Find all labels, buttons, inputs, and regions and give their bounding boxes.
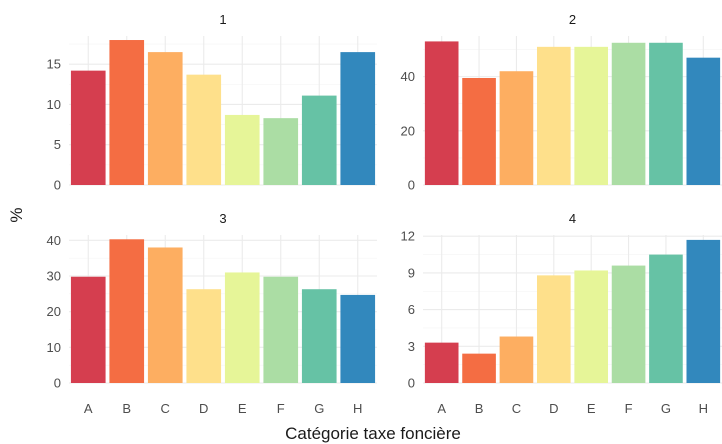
x-tick-label: H [699,401,708,416]
x-tick-label: E [587,401,596,416]
x-tick-label: B [475,401,484,416]
bar-4-D [536,275,571,383]
panel-1: 0 5 10 15 1 [47,12,377,193]
bar-1-H [340,52,376,185]
bar-1-E [224,114,260,185]
x-axis-title: Catégorie taxe foncière [285,424,461,443]
y-tick-label: 20 [401,123,415,138]
x-tick-label: F [625,401,633,416]
x-tick-label: H [353,401,362,416]
bar-2-F [611,42,646,185]
y-tick-label: 10 [47,97,61,112]
bar-2-A [424,41,459,185]
strip-label: 3 [219,211,226,226]
y-tick-label: 9 [408,265,415,280]
bar-3-H [340,294,376,383]
bar-4-H [686,239,721,383]
bar-2-C [499,71,534,185]
y-tick-label: 15 [47,57,61,72]
bar-3-B [109,239,145,383]
bar-2-D [536,46,571,185]
y-tick-label: 10 [47,340,61,355]
strip-label: 1 [219,12,226,27]
y-tick-label: 0 [408,178,415,193]
x-tick-label: C [161,401,170,416]
x-tick-label: F [277,401,285,416]
y-tick-label: 5 [54,137,61,152]
y-tick-label: 0 [54,178,61,193]
bar-3-A [70,276,106,383]
bar-2-G [649,42,683,185]
bar-4-G [649,254,683,383]
bar-2-H [686,57,721,185]
bar-2-B [462,77,496,185]
bar-1-A [70,70,106,185]
x-tick-label: G [314,401,324,416]
panel-2: 0 20 40 2 [401,12,722,193]
strip-label: 2 [569,12,576,27]
bar-1-F [263,118,299,185]
x-tick-label: A [437,401,446,416]
y-tick-label: 30 [47,269,61,284]
x-tick-label: E [238,401,247,416]
y-tick-label: 3 [408,339,415,354]
y-tick-label: 0 [408,376,415,391]
x-tick-label: C [512,401,521,416]
bar-3-D [186,289,222,383]
x-tick-label: B [122,401,131,416]
bar-3-F [263,276,299,383]
bar-1-D [186,74,222,185]
bar-1-B [109,40,145,186]
x-tick-label: A [84,401,93,416]
bar-4-E [574,270,609,383]
bar-4-B [462,353,496,383]
y-tick-label: 40 [401,69,415,84]
bar-1-G [301,95,337,185]
y-tick-label: 12 [401,229,415,244]
panel-3: 0 10 20 30 40 3 A B C D E F G H [47,211,377,416]
x-tick-label: G [661,401,671,416]
bar-3-G [301,289,337,383]
y-tick-label: 0 [54,376,61,391]
x-tick-label: D [199,401,208,416]
bar-4-F [611,265,646,383]
y-axis-title: % [7,207,26,222]
bar-4-A [424,342,459,383]
x-tick-label: D [549,401,558,416]
bar-1-C [147,52,183,185]
y-tick-label: 20 [47,304,61,319]
bar-3-E [224,272,260,383]
bar-3-C [147,247,183,383]
bar-2-E [574,46,609,185]
panel-4: 0 3 6 9 12 4 A B C D E F G H [401,211,722,416]
y-tick-label: 6 [408,302,415,317]
bar-4-C [499,336,534,383]
strip-label: 4 [569,211,576,226]
y-tick-label: 40 [47,233,61,248]
